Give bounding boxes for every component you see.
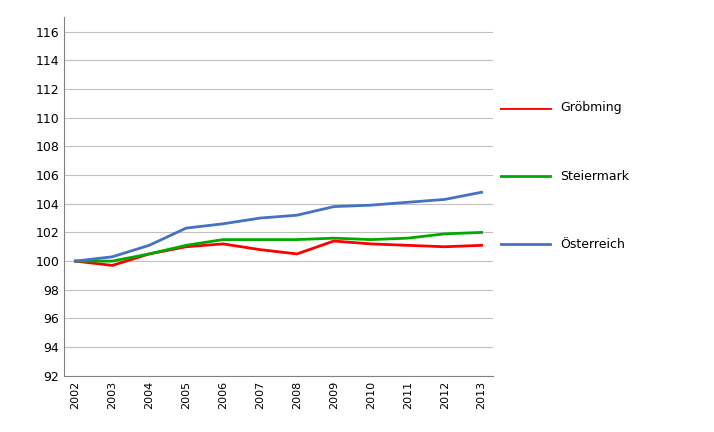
Österreich xyxy=(366,203,375,208)
Österreich xyxy=(403,200,412,205)
Steiermark xyxy=(403,235,412,241)
Line: Steiermark: Steiermark xyxy=(76,232,481,261)
Gröbming xyxy=(218,241,227,247)
Steiermark xyxy=(218,237,227,242)
Österreich xyxy=(182,226,191,231)
Steiermark xyxy=(108,258,116,264)
Steiermark xyxy=(330,235,338,241)
Österreich xyxy=(330,204,338,209)
Line: Gröbming: Gröbming xyxy=(76,241,481,265)
Österreich xyxy=(145,243,154,248)
Gröbming xyxy=(441,244,449,249)
Österreich xyxy=(477,190,486,195)
Steiermark xyxy=(182,243,191,248)
Steiermark xyxy=(366,237,375,242)
Österreich xyxy=(71,258,80,264)
Gröbming xyxy=(403,243,412,248)
Text: Steiermark: Steiermark xyxy=(560,169,629,183)
Steiermark xyxy=(71,258,80,264)
Text: Gröbming: Gröbming xyxy=(560,102,621,114)
Gröbming xyxy=(145,251,154,257)
Österreich xyxy=(441,197,449,202)
Österreich xyxy=(108,254,116,259)
Steiermark xyxy=(145,251,154,257)
Text: Österreich: Österreich xyxy=(560,238,625,251)
Österreich xyxy=(218,221,227,226)
Gröbming xyxy=(108,263,116,268)
Steiermark xyxy=(256,237,264,242)
Steiermark xyxy=(293,237,301,242)
Gröbming xyxy=(71,258,80,264)
Steiermark xyxy=(441,231,449,236)
Gröbming xyxy=(182,244,191,249)
Gröbming xyxy=(256,247,264,252)
Steiermark xyxy=(477,230,486,235)
Gröbming xyxy=(366,241,375,247)
Gröbming xyxy=(477,243,486,248)
Österreich xyxy=(293,213,301,218)
Österreich xyxy=(256,216,264,221)
Line: Österreich: Österreich xyxy=(76,192,481,261)
Gröbming xyxy=(293,251,301,257)
Gröbming xyxy=(330,238,338,244)
